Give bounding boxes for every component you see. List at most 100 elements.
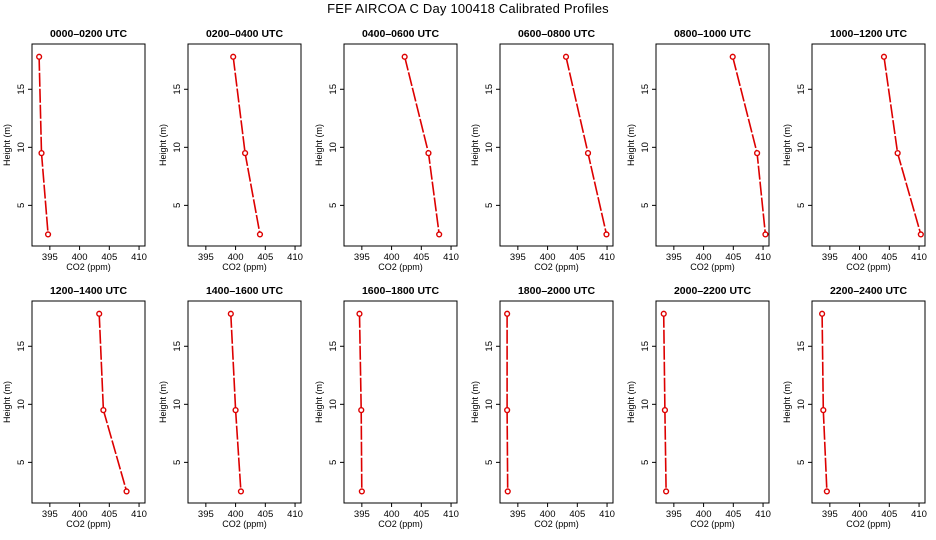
x-tick-label: 395 [354, 509, 370, 520]
y-tick-label: 15 [328, 84, 339, 95]
x-tick-label: 395 [666, 252, 682, 263]
x-tick-label: 405 [101, 509, 117, 520]
x-axis-label: CO2 (ppm) [378, 519, 423, 529]
data-point [504, 488, 511, 495]
panel-title: 1800–2000 UTC [518, 285, 595, 297]
data-point [358, 407, 365, 414]
y-tick-label: 5 [16, 460, 27, 465]
y-axis-label: Height (m) [782, 381, 792, 423]
y-tick-label: 10 [16, 399, 27, 410]
plot-frame [811, 300, 926, 504]
data-point [358, 488, 365, 495]
x-axis-label: CO2 (ppm) [534, 519, 579, 529]
x-tick-label: 400 [384, 509, 400, 520]
profile-panel: 0400–0600 UTC 395 400 405 410 5 10 15 CO2 (ppm) H… [314, 28, 459, 272]
plot-frame [31, 300, 146, 504]
profile-line [883, 56, 922, 235]
plot-frame [343, 300, 458, 504]
y-tick-label: 15 [16, 341, 27, 352]
profile-panel: 1800–2000 UTC 395 400 405 410 5 10 15 CO2 (ppm) H… [470, 285, 615, 529]
y-tick-label: 15 [484, 341, 495, 352]
x-axis-label: CO2 (ppm) [690, 519, 735, 529]
profile-panel: 1000–1200 UTC 395 400 405 410 5 10 15 CO2 (ppm) H… [782, 28, 927, 272]
x-tick-label: 395 [42, 252, 58, 263]
x-tick-label: 395 [354, 252, 370, 263]
y-tick-label: 5 [172, 460, 183, 465]
x-tick-label: 405 [101, 252, 117, 263]
panel-title: 2200–2400 UTC [830, 285, 907, 297]
profile-panel: 2000–2200 UTC 395 400 405 410 5 10 15 CO2 (ppm) H… [626, 285, 771, 529]
y-tick-label: 10 [796, 142, 807, 153]
data-point [436, 231, 443, 238]
data-point [663, 488, 670, 495]
profile-line [358, 313, 363, 492]
x-tick-label: 395 [822, 252, 838, 263]
x-tick-label: 395 [42, 509, 58, 520]
plot-frame [499, 43, 614, 247]
plot-frame [187, 43, 302, 247]
panel-title: 2000–2200 UTC [674, 285, 751, 297]
profile-line [565, 56, 608, 235]
y-axis-label: Height (m) [314, 124, 324, 166]
plot-frame [187, 300, 302, 504]
panel-title: 0400–0600 UTC [362, 28, 439, 40]
data-point [562, 53, 570, 60]
y-tick-label: 15 [796, 84, 807, 95]
data-point [819, 310, 826, 317]
profile-line [731, 56, 767, 235]
x-axis-label: CO2 (ppm) [846, 262, 891, 272]
data-point [401, 53, 408, 60]
y-tick-label: 5 [640, 203, 651, 208]
data-point [584, 150, 592, 157]
y-axis-label: Height (m) [470, 124, 480, 166]
profile-panel: 1400–1600 UTC 395 400 405 410 5 10 15 CO2 (ppm) H… [158, 285, 303, 529]
x-tick-label: 410 [599, 252, 615, 263]
x-tick-label: 410 [755, 509, 771, 520]
data-point [820, 407, 827, 414]
y-axis-label: Height (m) [2, 124, 12, 166]
y-tick-label: 5 [328, 203, 339, 208]
y-axis-label: Height (m) [470, 381, 480, 423]
x-tick-label: 405 [257, 509, 273, 520]
x-tick-label: 400 [696, 252, 712, 263]
y-tick-label: 10 [16, 142, 27, 153]
x-tick-label: 395 [510, 509, 526, 520]
x-tick-label: 410 [287, 509, 303, 520]
data-point [356, 310, 363, 317]
y-tick-label: 5 [16, 203, 27, 208]
y-tick-label: 10 [484, 142, 495, 153]
profile-panel: 0200–0400 UTC 395 400 405 410 5 10 15 CO2 (ppm) H… [158, 28, 303, 272]
y-tick-label: 15 [640, 84, 651, 95]
panel-title: 0600–0800 UTC [518, 28, 595, 40]
profile-line [662, 313, 667, 492]
y-axis-label: Height (m) [2, 381, 12, 423]
data-point [38, 150, 45, 157]
x-tick-label: 400 [852, 252, 868, 263]
y-tick-label: 5 [484, 203, 495, 208]
x-tick-label: 410 [287, 252, 303, 263]
data-point [96, 310, 103, 317]
data-point [230, 53, 237, 60]
y-axis-label: Height (m) [158, 381, 168, 423]
plot-frame [655, 300, 770, 504]
x-tick-label: 400 [540, 509, 556, 520]
x-tick-label: 410 [911, 252, 927, 263]
profile-line [821, 313, 828, 492]
x-axis-label: CO2 (ppm) [846, 519, 891, 529]
plot-frame [655, 43, 770, 247]
x-tick-label: 395 [822, 509, 838, 520]
x-tick-label: 395 [198, 252, 214, 263]
data-point [232, 407, 239, 414]
x-tick-label: 410 [755, 252, 771, 263]
profile-panel: 1600–1800 UTC 395 400 405 410 5 10 15 CO2 (ppm) H… [314, 285, 459, 529]
x-tick-label: 405 [881, 252, 897, 263]
x-axis-label: CO2 (ppm) [66, 519, 111, 529]
data-point [894, 150, 901, 157]
data-point [762, 231, 769, 238]
y-axis-label: Height (m) [782, 124, 792, 166]
plot-frame [499, 300, 614, 504]
panel-title: 0000–0200 UTC [50, 28, 127, 40]
y-axis-label: Height (m) [626, 124, 636, 166]
x-tick-label: 405 [725, 509, 741, 520]
profile-line [230, 313, 242, 492]
